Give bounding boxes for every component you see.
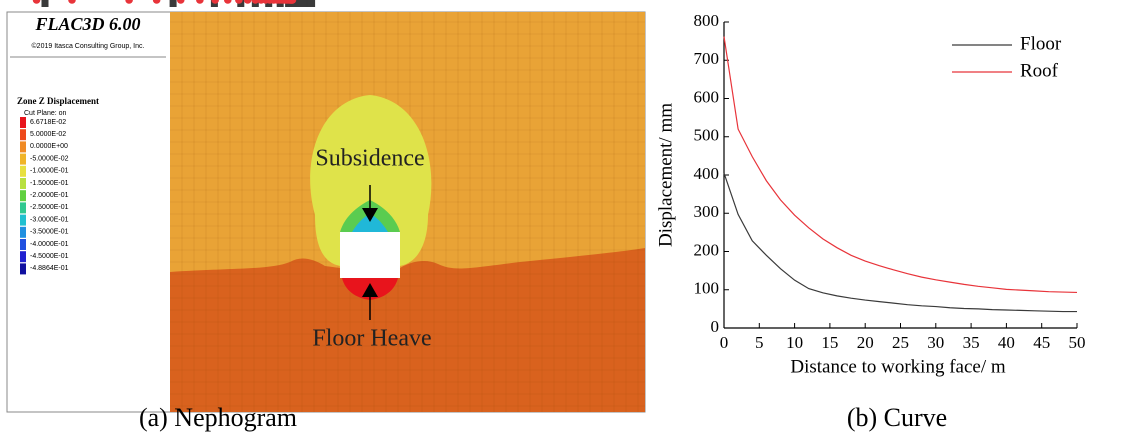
x-tick-label: 35 — [963, 333, 980, 352]
copyright: ©2019 Itasca Consulting Group, Inc. — [32, 42, 145, 50]
legend-title: Zone Z Displacement — [17, 96, 99, 106]
mesh — [170, 12, 645, 412]
x-tick-label: 15 — [821, 333, 838, 352]
software-title: FLAC3D 6.00 — [34, 14, 140, 34]
blue-zone — [352, 214, 388, 232]
legend-label: -2.5000E-01 — [30, 204, 69, 211]
y-tick-label: 300 — [694, 202, 720, 221]
marker — [237, 0, 245, 7]
legend-swatch — [20, 202, 26, 214]
x-tick-label: 20 — [857, 333, 874, 352]
x-axis-label: Distance to working face/ m — [790, 356, 1005, 377]
y-tick-label: 700 — [694, 49, 720, 68]
legend-label: -1.5000E-01 — [30, 180, 69, 187]
legend-label: -3.5000E-01 — [30, 229, 69, 236]
legend-swatch — [20, 190, 26, 202]
y-tick-label: 400 — [694, 164, 720, 183]
legend-swatch — [20, 153, 26, 165]
legend-swatch — [20, 141, 26, 153]
marker — [235, 0, 243, 4]
marker — [308, 0, 316, 7]
x-tick-label: 25 — [892, 333, 909, 352]
legend-label: -4.0000E-01 — [30, 241, 69, 248]
marker — [288, 0, 297, 4]
marker — [176, 0, 185, 4]
x-tick-label: 0 — [720, 333, 729, 352]
x-tick-label: 45 — [1033, 333, 1050, 352]
marker — [125, 0, 133, 4]
series-line — [723, 36, 1078, 294]
marker — [196, 0, 204, 4]
marker — [243, 0, 252, 4]
marker — [169, 0, 177, 7]
legend-label: -2.0000E-01 — [30, 192, 69, 199]
legend-label: 0.0000E+00 — [30, 143, 68, 150]
legend-swatch — [20, 251, 26, 263]
legend-marker — [68, 0, 76, 4]
y-axis-label: Displacement/ mm — [655, 103, 676, 247]
marker — [152, 0, 161, 4]
marker — [32, 0, 41, 4]
legend-label: -1.0000E-01 — [30, 168, 69, 175]
x-tick-label: 40 — [998, 333, 1015, 352]
arrowhead — [362, 208, 378, 222]
legend-swatch — [20, 165, 26, 177]
legend-label: Roof — [1020, 60, 1059, 81]
legend-swatch — [20, 214, 26, 226]
marker — [251, 0, 260, 4]
legend-swatch — [20, 239, 26, 250]
x-tick-label: 5 — [755, 333, 764, 352]
legend-swatch — [20, 178, 26, 189]
legend-swatch — [20, 263, 26, 275]
legend-marker — [41, 0, 49, 7]
floor-heave-label: Floor Heave — [312, 326, 431, 352]
marker — [223, 0, 232, 4]
legend-label: -4.8864E-01 — [30, 265, 69, 272]
subsidence-zone — [310, 95, 432, 266]
x-tick-label: 50 — [1069, 333, 1086, 352]
y-tick-label: 800 — [694, 11, 720, 30]
marker — [211, 0, 219, 4]
y-tick-label: 0 — [711, 317, 720, 336]
y-tick-label: 100 — [694, 279, 720, 298]
y-tick-label: 600 — [694, 87, 720, 106]
y-tick-label: 200 — [694, 240, 720, 259]
legend-swatch — [20, 129, 26, 141]
arrowhead — [362, 283, 378, 297]
legend-swatch — [20, 226, 26, 238]
lower-strata — [170, 248, 645, 412]
y-tick-label: 500 — [694, 126, 720, 145]
legend-label: -3.0000E-01 — [30, 216, 69, 223]
x-tick-label: 10 — [786, 333, 803, 352]
series-line — [723, 172, 1077, 313]
cut-plane: Cut Plane: on — [24, 110, 67, 117]
legend-label: -5.0000E-02 — [30, 155, 69, 162]
caption: (b) Curve — [847, 403, 947, 432]
subsidence-label: Subsidence — [315, 146, 424, 172]
caption: (a) Nephogram — [139, 403, 297, 432]
legend-label: -4.5000E-01 — [30, 253, 69, 260]
roadway — [340, 232, 400, 278]
legend-label: 5.0000E-02 — [30, 131, 66, 138]
legend-swatch — [20, 117, 26, 128]
x-tick-label: 30 — [927, 333, 944, 352]
legend-label: Floor — [1020, 33, 1062, 54]
legend-label: 6.6718E-02 — [30, 119, 66, 126]
